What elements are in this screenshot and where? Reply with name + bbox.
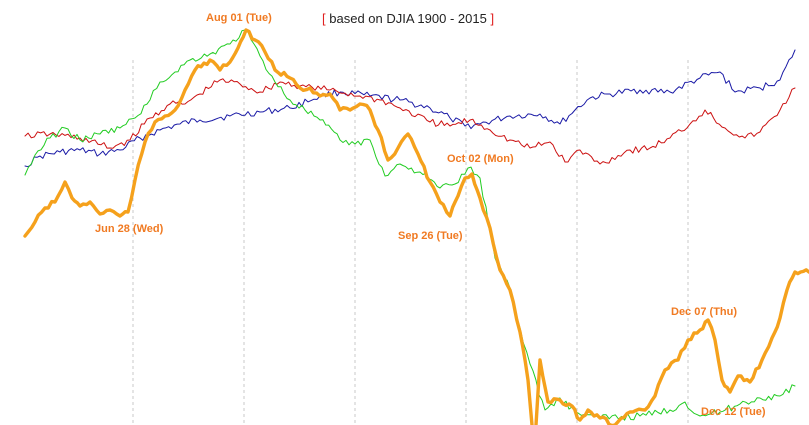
- series-line-2: [24, 78, 796, 165]
- series-line-5: [534, 268, 809, 425]
- vertical-gridlines: [132, 60, 689, 425]
- annotation-oct-02: Oct 02 (Mon): [447, 153, 514, 165]
- subtitle-bracket-close: ]: [490, 11, 495, 26]
- series-line-3: [24, 29, 796, 421]
- series-line-4: [23, 28, 534, 425]
- annotation-dec-12: Dec 12 (Tue): [701, 406, 766, 418]
- chart-lines: [23, 28, 809, 425]
- subtitle-text: based on DJIA 1900 - 2015: [329, 11, 487, 26]
- annotation-sep-26: Sep 26 (Tue): [398, 230, 463, 242]
- annotation-dec-07: Dec 07 (Thu): [671, 306, 738, 318]
- annotation-jun-28: Jun 28 (Wed): [95, 223, 164, 235]
- series-line-1: [24, 49, 796, 168]
- subtitle-bracket-open: [: [322, 11, 326, 26]
- chart-subtitle: [ based on DJIA 1900 - 2015 ]: [322, 11, 494, 26]
- annotation-aug-01: Aug 01 (Tue): [206, 12, 272, 24]
